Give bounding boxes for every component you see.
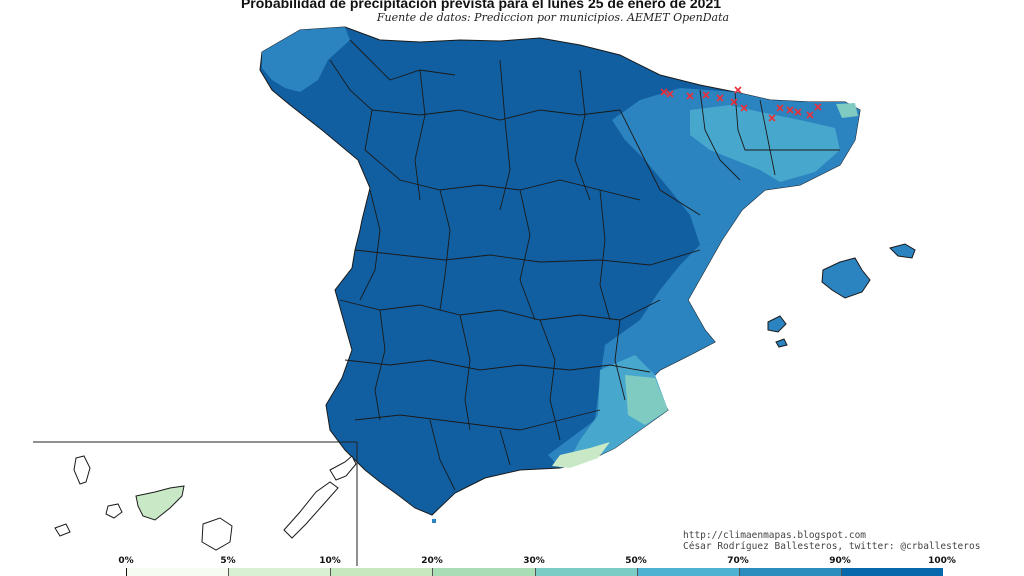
legend-label-2: 10% bbox=[319, 556, 341, 566]
province-boundaries bbox=[329, 39, 840, 491]
red-x-marker bbox=[730, 98, 738, 106]
red-x-marker bbox=[734, 86, 742, 94]
legend-swatch-3 bbox=[432, 568, 535, 576]
credit-author: César Rodríguez Ballesteros, twitter: @c… bbox=[683, 541, 981, 552]
snow-markers bbox=[660, 86, 822, 122]
legend-color-bar bbox=[126, 568, 943, 576]
red-x-marker bbox=[716, 94, 724, 102]
legend-label-0: 0% bbox=[118, 556, 134, 566]
legend-swatch-1 bbox=[228, 568, 331, 576]
legend-label-7: 90% bbox=[829, 556, 851, 566]
legend-labels: 0% 5% 10% 20% 30% 50% 70% 90% 100% bbox=[0, 556, 1024, 568]
legend-label-8: 100% bbox=[928, 556, 956, 566]
ibiza-island bbox=[767, 315, 787, 333]
red-x-marker bbox=[660, 88, 668, 96]
red-x-marker bbox=[794, 108, 802, 116]
legend-swatch-7 bbox=[840, 568, 943, 576]
legend-label-5: 50% bbox=[625, 556, 647, 566]
legend-label-4: 30% bbox=[523, 556, 545, 566]
almeria-very-low-zone bbox=[552, 442, 610, 468]
red-x-marker bbox=[768, 114, 776, 122]
tenerife-island bbox=[135, 485, 185, 521]
la-palma-island bbox=[73, 455, 91, 485]
southeast-low-zone bbox=[625, 375, 668, 425]
northeast-medium-zone bbox=[690, 105, 840, 182]
formentera-island bbox=[775, 338, 788, 348]
legend-swatch-5 bbox=[636, 568, 739, 576]
legend-label-1: 5% bbox=[220, 556, 236, 566]
map-subtitle: Fuente de datos: Prediccion por municipi… bbox=[376, 11, 730, 24]
galicia-high-zone bbox=[262, 27, 350, 92]
alboran-island bbox=[432, 519, 436, 523]
legend-label-3: 20% bbox=[421, 556, 443, 566]
menorca-island bbox=[889, 243, 916, 259]
legend-label-6: 70% bbox=[727, 556, 749, 566]
red-x-marker bbox=[786, 106, 794, 114]
el-hierro-island bbox=[54, 523, 71, 537]
legend-swatch-2 bbox=[330, 568, 433, 576]
fuerteventura-island bbox=[283, 481, 339, 539]
legend-swatch-4 bbox=[534, 568, 637, 576]
credit-url: http://climaenmapas.blogspot.com bbox=[683, 530, 867, 541]
lanzarote-island bbox=[329, 455, 357, 481]
red-x-marker bbox=[776, 104, 784, 112]
canary-inset-frame bbox=[33, 441, 358, 566]
red-x-marker bbox=[702, 91, 710, 99]
red-x-marker bbox=[814, 103, 822, 111]
legend-swatch-0 bbox=[126, 568, 229, 576]
legend-swatch-6 bbox=[738, 568, 841, 576]
mallorca-island bbox=[821, 257, 871, 299]
map-title: Probabilidad de precipitación prevista p… bbox=[240, 0, 722, 11]
la-gomera-island bbox=[105, 503, 123, 519]
canary-islands bbox=[54, 455, 357, 551]
gran-canaria-island bbox=[201, 517, 233, 551]
red-x-marker bbox=[806, 111, 814, 119]
red-x-marker bbox=[686, 92, 694, 100]
eastcoast-high-zone bbox=[548, 240, 722, 468]
red-x-marker bbox=[666, 90, 674, 98]
northeast-low-patch bbox=[836, 103, 858, 118]
red-x-marker bbox=[740, 104, 748, 112]
